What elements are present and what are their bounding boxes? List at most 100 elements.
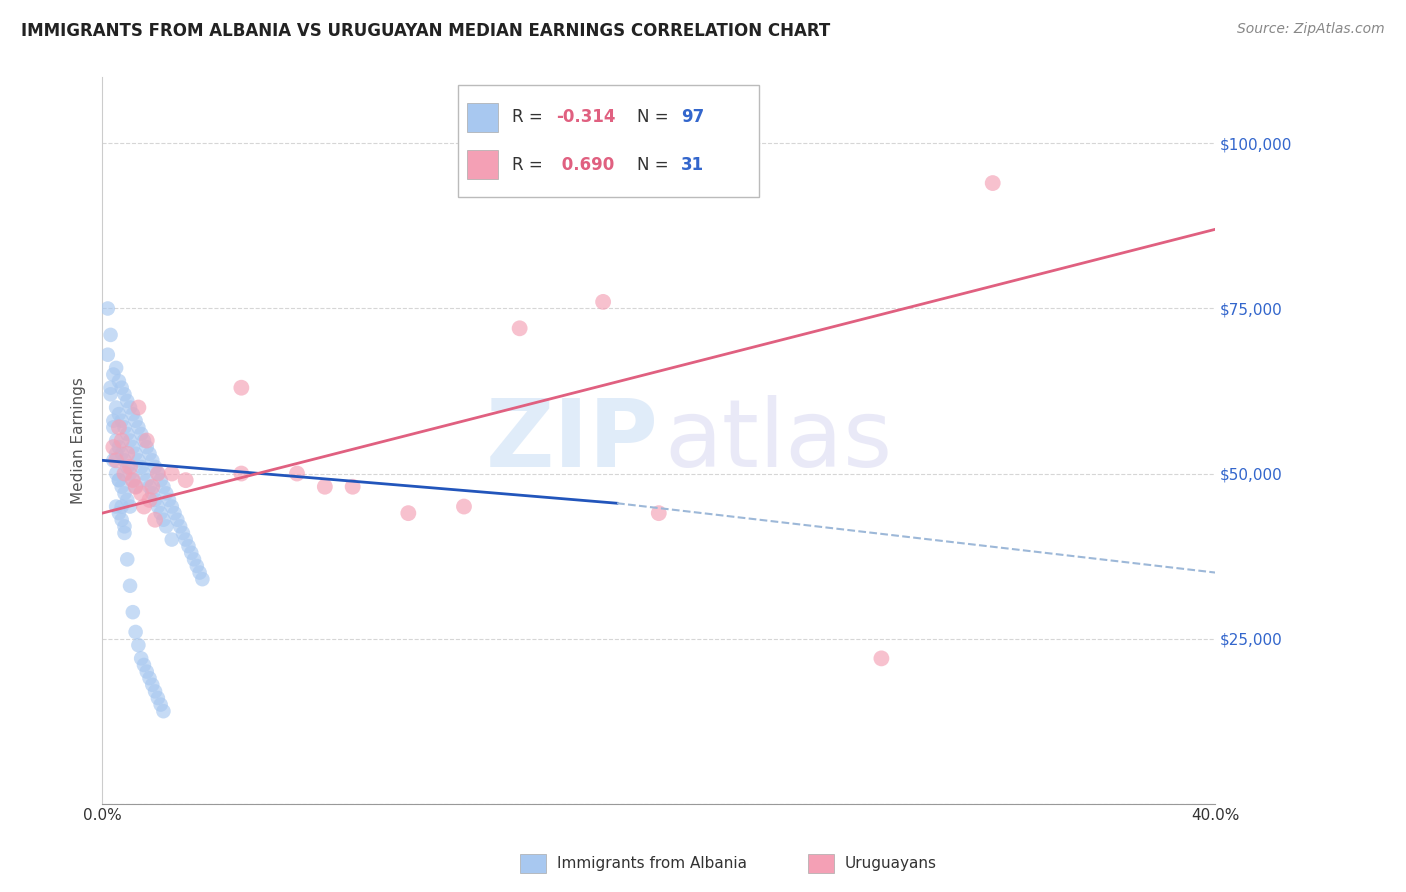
Point	[103, 414, 125, 428]
Point	[183, 552, 205, 566]
Point	[105, 447, 128, 461]
Point	[114, 486, 136, 500]
Point	[129, 651, 152, 665]
Point	[121, 605, 143, 619]
Point	[152, 704, 174, 718]
Point	[103, 453, 125, 467]
Point	[111, 500, 134, 514]
Point	[155, 486, 177, 500]
Point	[127, 453, 149, 467]
Point	[135, 473, 157, 487]
Point	[143, 513, 166, 527]
Bar	[467, 150, 499, 179]
Point	[132, 500, 155, 514]
Point	[124, 447, 146, 461]
Point	[105, 453, 128, 467]
Point	[146, 691, 169, 706]
Point	[97, 301, 120, 316]
Point	[160, 500, 183, 514]
Point	[124, 480, 146, 494]
Point	[149, 473, 172, 487]
Point	[121, 440, 143, 454]
Point	[105, 401, 128, 415]
Point	[135, 434, 157, 448]
Point	[141, 678, 163, 692]
Point	[108, 420, 131, 434]
Point	[155, 519, 177, 533]
Point	[124, 414, 146, 428]
Text: 0.690: 0.690	[557, 155, 614, 174]
Point	[121, 407, 143, 421]
Text: N =: N =	[637, 155, 673, 174]
Point	[127, 638, 149, 652]
Point	[111, 513, 134, 527]
Point	[138, 447, 160, 461]
Point	[160, 467, 183, 481]
Point	[143, 459, 166, 474]
Y-axis label: Median Earnings: Median Earnings	[72, 377, 86, 504]
Point	[129, 426, 152, 441]
Point	[121, 473, 143, 487]
Point	[114, 453, 136, 467]
Point	[231, 381, 253, 395]
Point	[117, 492, 139, 507]
Point	[143, 684, 166, 698]
Point	[100, 381, 122, 395]
Point	[174, 533, 197, 547]
Text: IMMIGRANTS FROM ALBANIA VS URUGUAYAN MEDIAN EARNINGS CORRELATION CHART: IMMIGRANTS FROM ALBANIA VS URUGUAYAN MED…	[21, 22, 831, 40]
Point	[108, 374, 131, 388]
Point	[108, 473, 131, 487]
Point	[870, 651, 893, 665]
Text: 97: 97	[681, 109, 704, 127]
Text: R =: R =	[512, 109, 548, 127]
Point	[191, 572, 214, 586]
Point	[105, 500, 128, 514]
Point	[117, 393, 139, 408]
Point	[174, 473, 197, 487]
Point	[103, 368, 125, 382]
Point	[152, 513, 174, 527]
Point	[169, 519, 191, 533]
Point	[149, 698, 172, 712]
Point	[141, 486, 163, 500]
Point	[114, 467, 136, 481]
Point	[396, 506, 419, 520]
Point	[231, 467, 253, 481]
Point	[114, 519, 136, 533]
Point	[138, 492, 160, 507]
Point	[118, 434, 141, 448]
Point	[114, 387, 136, 401]
Text: ZIP: ZIP	[486, 394, 659, 486]
Point	[135, 440, 157, 454]
Point	[97, 348, 120, 362]
Point	[111, 434, 134, 448]
Point	[592, 294, 614, 309]
Point	[149, 506, 172, 520]
Point	[105, 434, 128, 448]
Point	[132, 657, 155, 672]
Point	[143, 492, 166, 507]
Point	[103, 440, 125, 454]
Point	[453, 500, 475, 514]
Point	[314, 480, 336, 494]
Bar	[467, 103, 499, 132]
Point	[152, 480, 174, 494]
Point	[166, 513, 188, 527]
Point	[108, 473, 131, 487]
Point	[172, 525, 194, 540]
Text: -0.314: -0.314	[557, 109, 616, 127]
Point	[118, 467, 141, 481]
Point	[129, 486, 152, 500]
Point	[118, 579, 141, 593]
Point	[129, 459, 152, 474]
Point	[108, 407, 131, 421]
Point	[981, 176, 1004, 190]
Bar	[458, 85, 759, 197]
Point	[127, 420, 149, 434]
Point	[103, 420, 125, 434]
Point	[146, 500, 169, 514]
Text: Immigrants from Albania: Immigrants from Albania	[557, 856, 747, 871]
Point	[141, 480, 163, 494]
Point	[114, 420, 136, 434]
Point	[117, 426, 139, 441]
